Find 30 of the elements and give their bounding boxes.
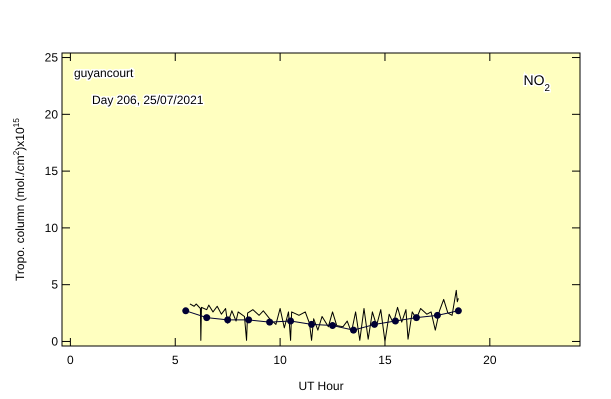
annotation: Day 206, 25/07/2021 — [92, 93, 204, 107]
point — [370, 320, 378, 328]
x-tick-label: 0 — [67, 353, 74, 367]
point — [434, 312, 441, 319]
y-tick-label: 10 — [44, 220, 58, 235]
y-tick-label: 25 — [44, 50, 58, 65]
x-tick-label: 15 — [378, 353, 392, 367]
point — [412, 314, 420, 322]
line-series — [189, 290, 459, 342]
point — [182, 307, 190, 314]
y-tick-label: 20 — [44, 107, 58, 122]
y-tick-label: 0 — [51, 334, 58, 348]
point — [308, 320, 316, 328]
point — [329, 322, 336, 330]
y-tick-label: 5 — [51, 278, 58, 292]
x-tick-label: 10 — [273, 353, 288, 367]
point — [224, 316, 232, 324]
x-axis-title: UT Hour — [298, 379, 344, 393]
annotation: guyancourt — [74, 66, 134, 80]
point — [350, 326, 358, 334]
x-tick-label: 20 — [483, 353, 497, 367]
point — [245, 316, 252, 324]
point — [287, 318, 294, 325]
point — [454, 307, 462, 314]
x-tick-label: 5 — [172, 353, 179, 367]
annotation: NO$_{2}$ — [524, 72, 550, 94]
point — [266, 318, 274, 326]
y-tick-label: 15 — [44, 164, 58, 178]
point — [392, 318, 399, 325]
point — [203, 314, 210, 322]
